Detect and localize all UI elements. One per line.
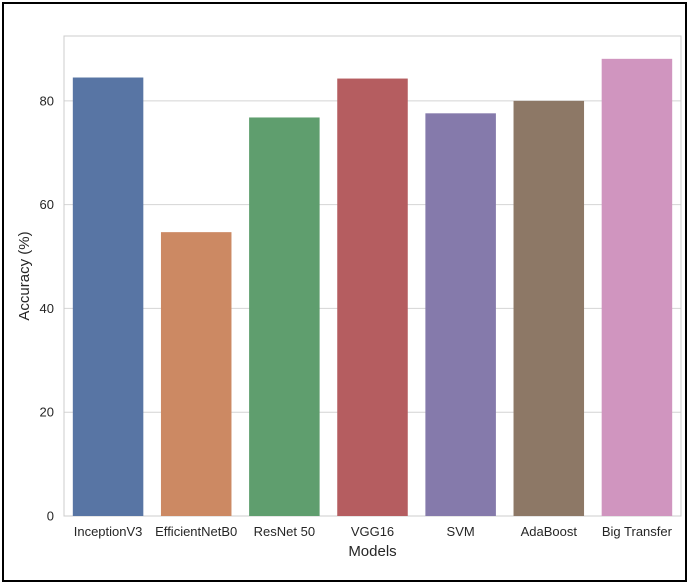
y-tick-label: 0 — [47, 509, 54, 524]
bar-inceptionv3 — [72, 77, 144, 516]
bar-resnet-50 — [249, 117, 320, 516]
bar-efficientnetb0 — [160, 232, 232, 516]
x-tick-label: EfficientNetB0 — [155, 524, 237, 539]
x-tick-label: SVM — [447, 524, 475, 539]
x-tick-labels: InceptionV3 EfficientNetB0 ResNet 50 VGG16 S… — [74, 524, 673, 539]
bar-svm — [425, 113, 496, 517]
bars — [72, 58, 673, 517]
x-axis-label: Models — [348, 543, 396, 560]
x-tick-label: AdaBoost — [521, 524, 578, 539]
bar-big-transfer — [601, 58, 673, 517]
x-tick-label: InceptionV3 — [74, 524, 143, 539]
x-tick-label: VGG16 — [351, 524, 394, 539]
bar-vgg16 — [337, 78, 408, 516]
y-tick-label: 20 — [40, 405, 54, 420]
x-tick-label: ResNet 50 — [254, 524, 315, 539]
y-tick-label: 40 — [40, 301, 54, 316]
y-tick-label: 80 — [40, 93, 54, 108]
x-tick-label: Big Transfer — [602, 524, 673, 539]
bar-adaboost — [513, 100, 585, 516]
y-axis-label: Accuracy (%) — [16, 231, 33, 320]
y-tick-label: 60 — [40, 197, 54, 212]
y-tick-labels: 0 20 40 60 80 — [40, 93, 54, 523]
